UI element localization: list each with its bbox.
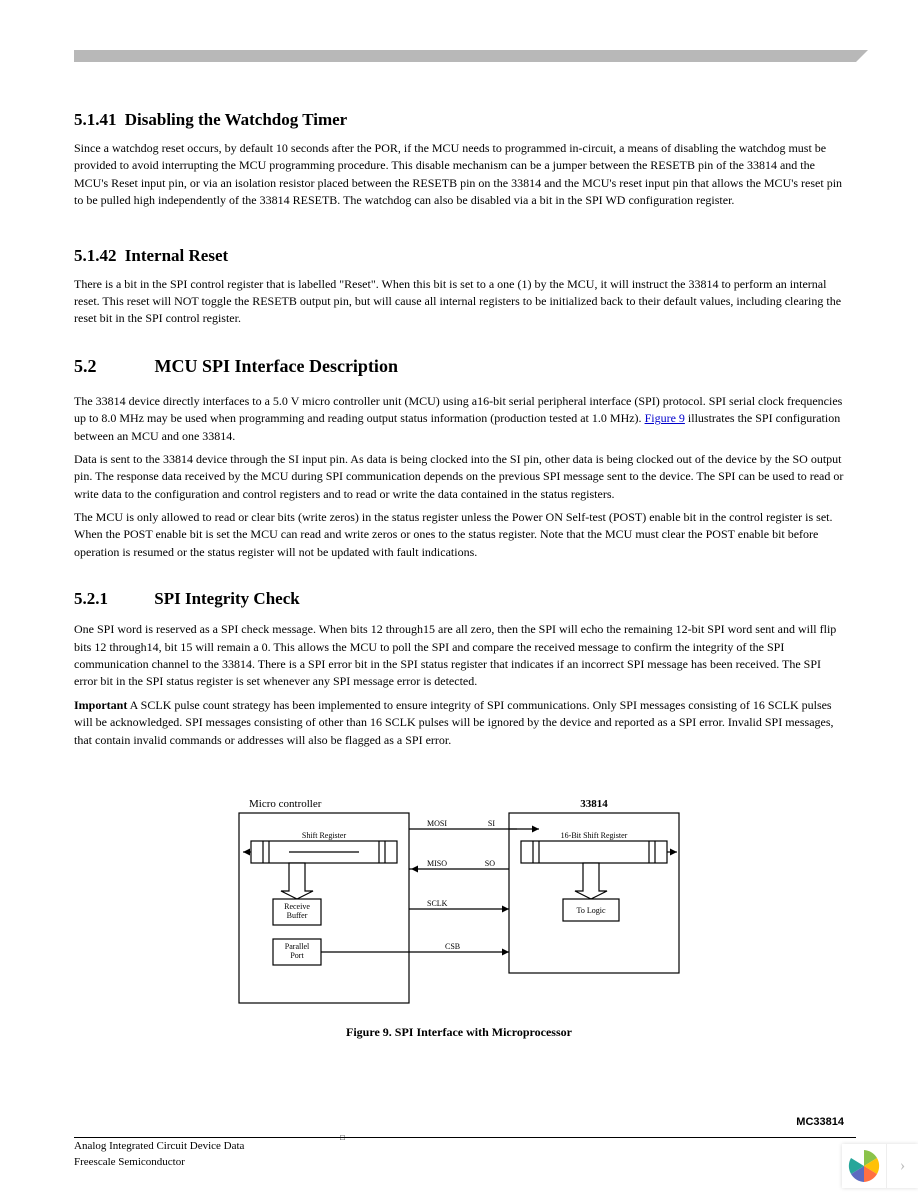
- svg-text:Micro controller: Micro controller: [249, 798, 322, 810]
- svg-text:33814: 33814: [580, 798, 608, 810]
- heading-num: 5.2: [74, 356, 150, 377]
- svg-text:Shift Register: Shift Register: [302, 831, 347, 840]
- header-bar: [74, 50, 856, 62]
- svg-text:SO: SO: [485, 859, 495, 868]
- corner-widget: ›: [842, 1144, 918, 1188]
- figure-9: Micro controller 33814 Shift Register Recei…: [74, 789, 844, 1040]
- heading-title: Internal Reset: [125, 246, 228, 265]
- heading-title: Disabling the Watchdog Timer: [125, 110, 347, 129]
- para: The 33814 device directly interfaces to …: [74, 393, 844, 445]
- heading-5-2: 5.2 MCU SPI Interface Description: [74, 356, 844, 377]
- important-label: Important: [74, 698, 127, 712]
- heading-5-2-1: 5.2.1 SPI Integrity Check: [74, 589, 844, 609]
- svg-text:MOSI: MOSI: [427, 819, 447, 828]
- figure-9-caption: Figure 9. SPI Interface with Microproces…: [346, 1025, 572, 1040]
- para: There is a bit in the SPI control regist…: [74, 276, 844, 328]
- footer-rule: [74, 1137, 856, 1138]
- footer-pagemark: □: [340, 1133, 345, 1142]
- para: One SPI word is reserved as a SPI check …: [74, 621, 844, 691]
- figure-9-link[interactable]: Figure 9: [645, 411, 685, 425]
- heading-num: 5.1.42: [74, 246, 117, 266]
- heading-5-1-41: 5.1.41 Disabling the Watchdog Timer: [74, 110, 844, 130]
- footer-line2: Freescale Semiconductor: [74, 1155, 244, 1170]
- svg-text:CSB: CSB: [445, 942, 460, 951]
- heading-num: 5.2.1: [74, 589, 150, 609]
- para: The MCU is only allowed to read or clear…: [74, 509, 844, 561]
- svg-text:To Logic: To Logic: [577, 906, 606, 915]
- para: Data is sent to the 33814 device through…: [74, 451, 844, 503]
- footer-part-number: MC33814: [796, 1116, 844, 1128]
- svg-text:SCLK: SCLK: [427, 899, 448, 908]
- para: Since a watchdog reset occurs, by defaul…: [74, 140, 844, 210]
- para: Important A SCLK pulse count strategy ha…: [74, 697, 844, 749]
- figure-9-svg: Micro controller 33814 Shift Register Recei…: [219, 789, 699, 1019]
- footer-line1: Analog Integrated Circuit Device Data: [74, 1139, 244, 1154]
- svg-text:SI: SI: [488, 819, 495, 828]
- svg-text:16-Bit Shift Register: 16-Bit Shift Register: [561, 831, 628, 840]
- svg-text:MISO: MISO: [427, 859, 447, 868]
- heading-5-1-42: 5.1.42 Internal Reset: [74, 246, 844, 266]
- corner-next-arrow-icon[interactable]: ›: [886, 1144, 918, 1188]
- page-content: 5.1.41 Disabling the Watchdog Timer Sinc…: [74, 110, 844, 1040]
- heading-title: SPI Integrity Check: [154, 589, 299, 608]
- corner-logo-icon[interactable]: [842, 1144, 886, 1188]
- text: A SCLK pulse count strategy has been imp…: [74, 698, 834, 747]
- footer-left: Analog Integrated Circuit Device Data Fr…: [74, 1139, 244, 1170]
- heading-num: 5.1.41: [74, 110, 117, 130]
- svg-text:ReceiveBuffer: ReceiveBuffer: [284, 902, 310, 920]
- heading-title: MCU SPI Interface Description: [155, 356, 398, 376]
